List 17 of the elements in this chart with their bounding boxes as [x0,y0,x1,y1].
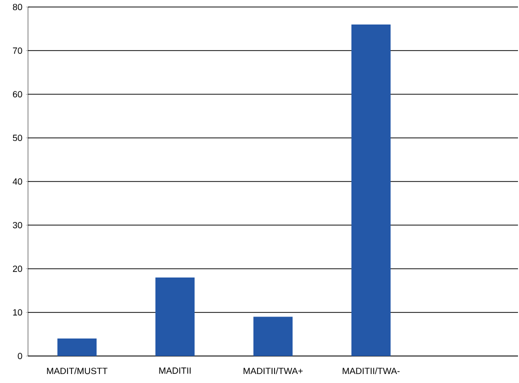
y-tick-label: 0 [18,352,22,360]
bar [155,277,195,356]
x-tick-label: MADITII/TWA+ [244,368,303,374]
y-tick-label: 20 [12,266,22,272]
y-tick-label: 60 [12,91,22,98]
y-tick-label: 40 [12,178,22,185]
y-tick-label: 50 [12,134,22,142]
x-tick-label: MADIT/MUSTT [47,368,108,374]
bar [253,316,293,356]
y-tick-label: 10 [13,309,22,316]
y-tick-label: 30 [12,222,22,228]
bar [351,24,391,356]
x-tick-label: MADITII [159,368,191,374]
y-tick-label: 80 [12,4,22,10]
y-tick-label: 70 [12,47,22,54]
bar [57,338,97,356]
x-tick-label: MADITII/TWA- [342,368,400,374]
